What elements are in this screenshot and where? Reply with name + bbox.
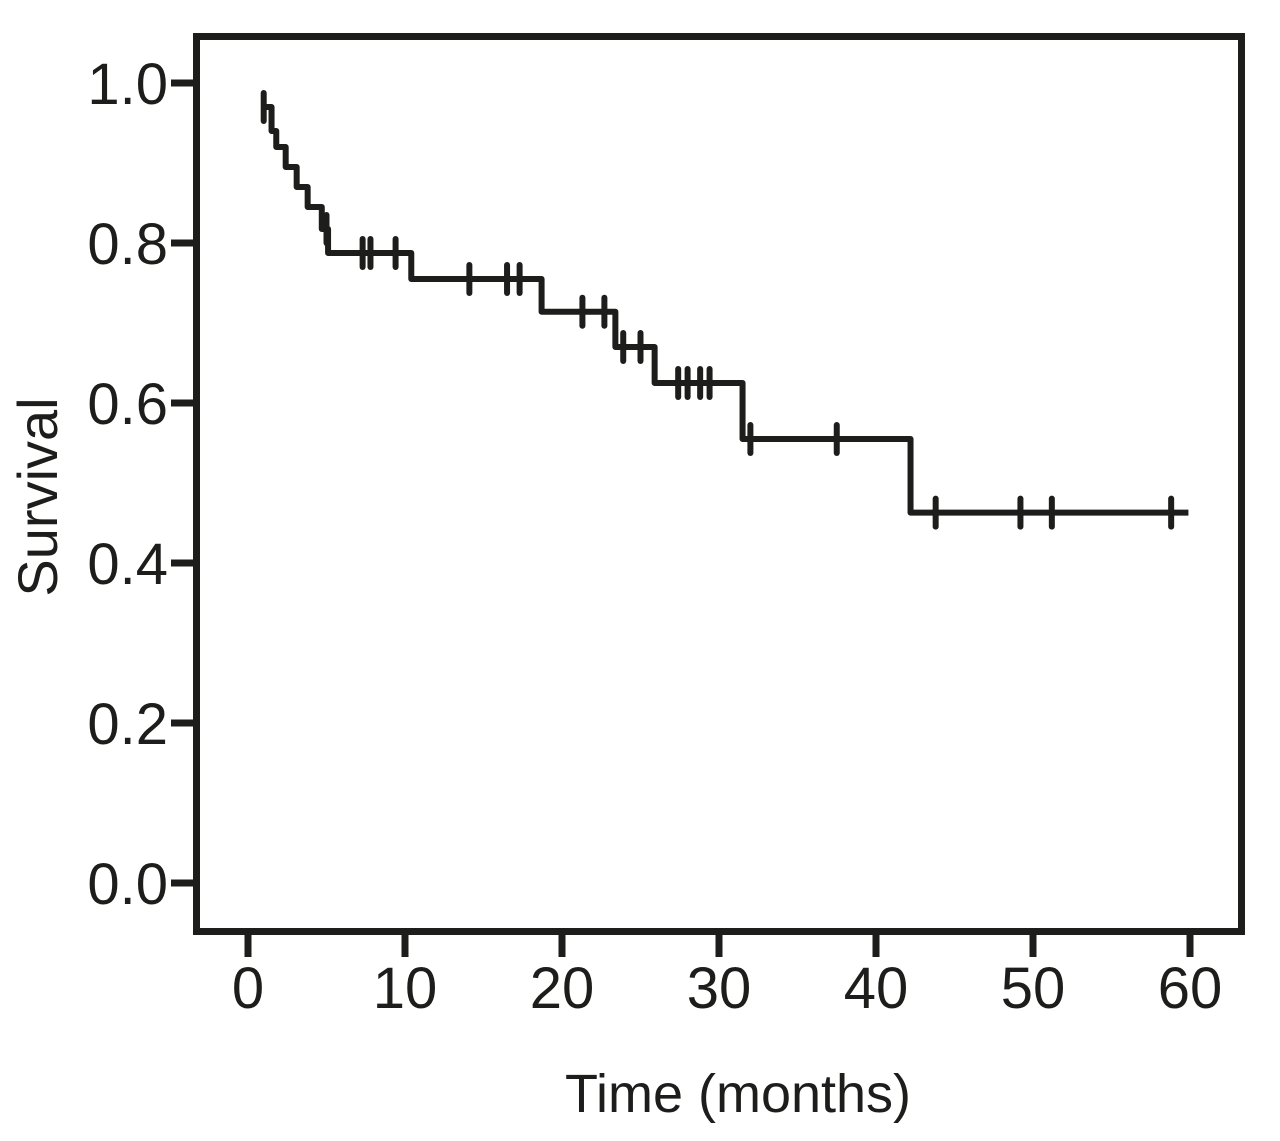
y-axis-title: Survival (6, 397, 69, 596)
y-tick-label: 0.2 (87, 692, 168, 757)
y-tick-label: 0.0 (87, 852, 168, 917)
x-tick-label: 10 (373, 956, 438, 1021)
x-tick-label: 40 (844, 956, 909, 1021)
x-tick-label: 60 (1158, 956, 1223, 1021)
x-tick-label: 20 (530, 956, 595, 1021)
y-tick-label: 0.6 (87, 372, 168, 437)
survival-curve (262, 104, 1189, 516)
x-axis-title: Time (months) (565, 1064, 911, 1124)
x-tick-label: 50 (1001, 956, 1066, 1021)
y-tick-label: 0.4 (87, 532, 168, 597)
y-tick-label: 1.0 (87, 52, 168, 117)
plot-border (193, 33, 1245, 935)
y-tick-label: 0.8 (87, 212, 168, 277)
x-tick-label: 0 (232, 956, 264, 1021)
x-tick-label: 30 (687, 956, 752, 1021)
